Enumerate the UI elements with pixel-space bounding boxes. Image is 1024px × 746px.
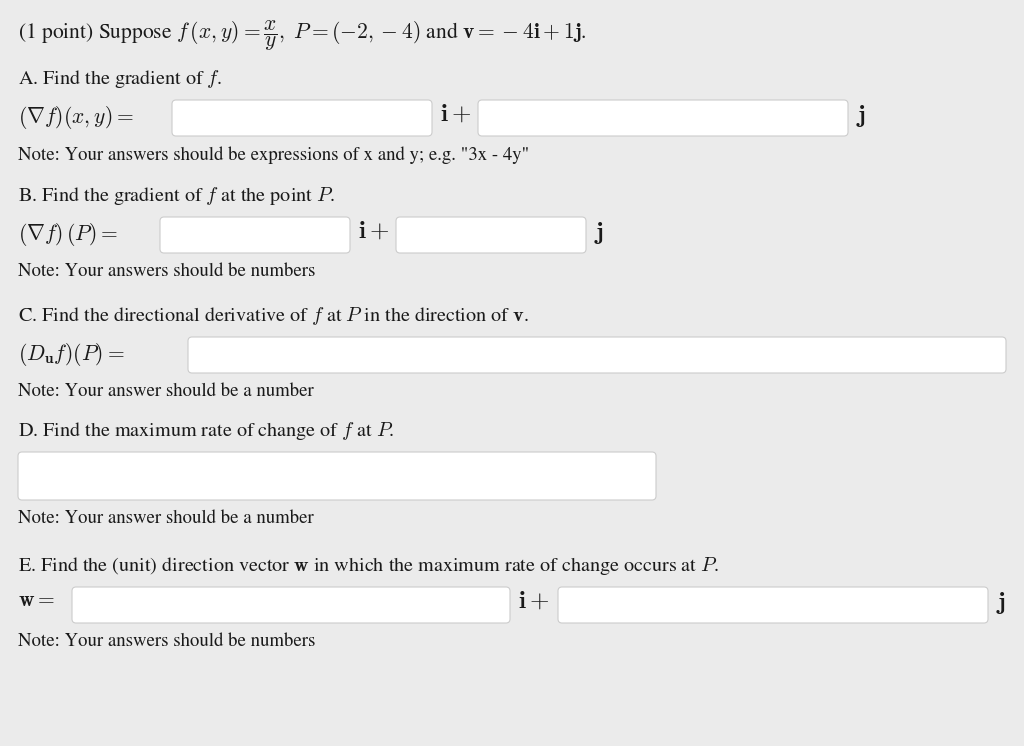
FancyBboxPatch shape	[396, 217, 586, 253]
Text: $\mathbf{j}$: $\mathbf{j}$	[996, 590, 1006, 616]
Text: C. Find the directional derivative of $f$ at $P$ in the direction of $\mathbf{v}: C. Find the directional derivative of $f…	[18, 305, 528, 327]
Text: $\mathbf{i}+$: $\mathbf{i}+$	[358, 220, 389, 244]
FancyBboxPatch shape	[18, 452, 656, 500]
Text: Note: Your answer should be a number: Note: Your answer should be a number	[18, 510, 313, 527]
Text: $(D_{\mathbf{u}}f)(P) =$: $(D_{\mathbf{u}}f)(P) =$	[18, 341, 125, 368]
FancyBboxPatch shape	[558, 587, 988, 623]
FancyBboxPatch shape	[188, 337, 1006, 373]
FancyBboxPatch shape	[72, 587, 510, 623]
Text: Note: Your answers should be numbers: Note: Your answers should be numbers	[18, 263, 315, 280]
Text: Note: Your answers should be numbers: Note: Your answers should be numbers	[18, 633, 315, 651]
FancyBboxPatch shape	[478, 100, 848, 136]
FancyBboxPatch shape	[160, 217, 350, 253]
Text: Note: Your answer should be a number: Note: Your answer should be a number	[18, 383, 313, 400]
Text: A. Find the gradient of $f$.: A. Find the gradient of $f$.	[18, 68, 222, 90]
FancyBboxPatch shape	[172, 100, 432, 136]
Text: $\mathbf{i}+$: $\mathbf{i}+$	[440, 103, 471, 127]
Text: $\mathbf{i}+$: $\mathbf{i}+$	[518, 590, 549, 614]
Text: $\mathbf{j}$: $\mathbf{j}$	[856, 103, 865, 129]
Text: $\mathbf{w} =$: $\mathbf{w} =$	[18, 591, 55, 611]
Text: E. Find the (unit) direction vector $\mathbf{w}$ in which the maximum rate of ch: E. Find the (unit) direction vector $\ma…	[18, 555, 719, 577]
Text: $\mathbf{j}$: $\mathbf{j}$	[594, 220, 604, 246]
Text: $(\nabla f)\,(P) =$: $(\nabla f)\,(P) =$	[18, 221, 118, 248]
Text: (1 point) Suppose $f\,(x, y) = \dfrac{x}{y},\; P = (-2, -4)$ and $\mathbf{v} = -: (1 point) Suppose $f\,(x, y) = \dfrac{x}…	[18, 18, 587, 53]
Text: B. Find the gradient of $f$ at the point $P$.: B. Find the gradient of $f$ at the point…	[18, 185, 335, 207]
Text: Note: Your answers should be expressions of x and y; e.g. "3x - 4y": Note: Your answers should be expressions…	[18, 146, 529, 163]
Text: D. Find the maximum rate of change of $f$ at $P$.: D. Find the maximum rate of change of $f…	[18, 420, 394, 442]
Text: $(\nabla f)(x, y) =$: $(\nabla f)(x, y) =$	[18, 104, 134, 131]
